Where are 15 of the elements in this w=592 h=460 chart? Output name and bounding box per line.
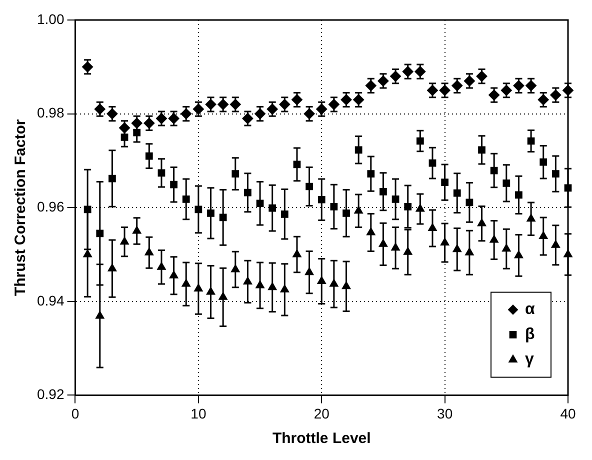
x-tick-label: 0 — [71, 405, 80, 422]
legend-label: γ — [525, 351, 534, 368]
x-tick-label: 40 — [560, 405, 576, 422]
legend-label: β — [525, 326, 535, 344]
x-tick-label: 30 — [437, 405, 453, 422]
x-tick-label: 10 — [190, 405, 206, 422]
y-axis-title: Thrust Correction Factor — [12, 119, 30, 296]
y-tick-label: 1.00 — [37, 10, 64, 27]
y-tick-label: 0.96 — [37, 198, 64, 214]
y-tick-label: 0.98 — [37, 104, 64, 121]
x-tick-label: 20 — [314, 405, 330, 422]
legend-label: α — [525, 301, 535, 318]
y-tick-label: 0.94 — [37, 292, 64, 308]
y-tick-label: 0.92 — [37, 386, 64, 402]
x-axis-title: Throttle Level — [272, 430, 371, 448]
